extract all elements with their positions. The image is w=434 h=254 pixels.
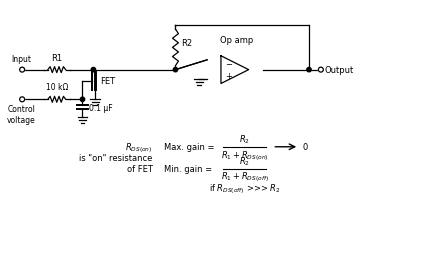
Text: $R_2$: $R_2$ [239, 155, 250, 167]
Text: $R_2$: $R_2$ [239, 133, 250, 146]
Circle shape [173, 68, 177, 72]
Text: $R_1 + R_{DS(on)}$: $R_1 + R_{DS(on)}$ [220, 148, 268, 162]
Text: Min. gain =: Min. gain = [163, 164, 211, 173]
Text: 0: 0 [301, 143, 306, 152]
Text: Output: Output [324, 66, 353, 75]
Text: $R_{DS(on)}$: $R_{DS(on)}$ [125, 140, 152, 154]
Circle shape [80, 98, 85, 102]
Circle shape [91, 68, 95, 72]
Circle shape [306, 68, 310, 72]
Text: if $R_{DS(off)}$ >>> $R_2$: if $R_{DS(off)}$ >>> $R_2$ [208, 182, 280, 195]
Text: of FET: of FET [127, 164, 152, 173]
Text: Max. gain =: Max. gain = [163, 143, 214, 152]
Text: +: + [224, 72, 231, 81]
Text: Op amp: Op amp [220, 36, 253, 45]
Circle shape [20, 98, 25, 102]
Circle shape [318, 68, 322, 73]
Text: −: − [224, 60, 231, 69]
Text: is "on" resistance: is "on" resistance [79, 154, 152, 163]
Text: R2: R2 [181, 39, 192, 48]
Text: 0.1 μF: 0.1 μF [89, 103, 113, 112]
Circle shape [20, 68, 25, 73]
Text: Control
voltage: Control voltage [7, 105, 36, 124]
Text: $R_1 + R_{DS(off)}$: $R_1 + R_{DS(off)}$ [220, 170, 268, 184]
Text: Input: Input [11, 55, 31, 64]
Text: 10 kΩ: 10 kΩ [46, 83, 68, 92]
Text: R1: R1 [51, 54, 62, 62]
Text: FET: FET [100, 77, 115, 86]
